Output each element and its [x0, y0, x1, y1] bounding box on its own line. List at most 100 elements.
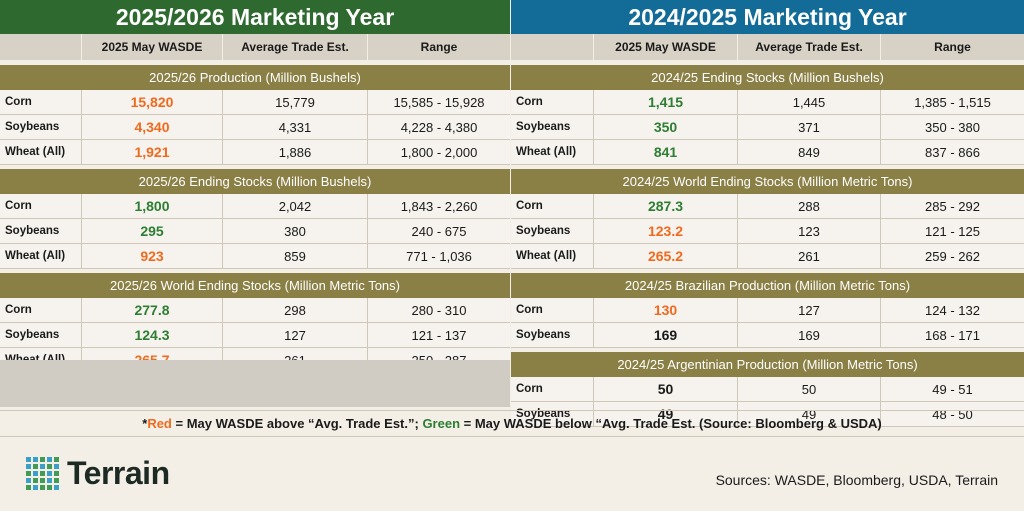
column-header-crop	[511, 34, 594, 60]
range-value: 240 - 675	[411, 223, 467, 239]
avg-trade-est-value: 371	[738, 115, 881, 139]
crop-label: Soybeans	[511, 323, 594, 347]
crop-label: Wheat (All)	[0, 140, 82, 164]
logo-dot	[47, 457, 52, 462]
wasde-value: 50	[594, 377, 738, 401]
avg-trade-est-value: 849	[738, 140, 881, 164]
avg-trade-est-value: 123	[738, 219, 881, 243]
sections-container: 2024/25 Ending Stocks (Million Bushels) C…	[511, 65, 1024, 427]
logo-dot	[40, 485, 45, 490]
logo-dot	[54, 485, 59, 490]
sections-container: 2025/26 Production (Million Bushels) Corn…	[0, 65, 510, 373]
avg-trade-est-value: 127	[738, 298, 881, 322]
table-row: Wheat (All) 923 859 771 - 1,036	[0, 244, 510, 269]
wasde-value: 123.2	[594, 219, 738, 243]
wasde-value: 15,820	[82, 90, 223, 114]
logo-dot	[40, 464, 45, 469]
table-row: Corn 130 127 124 - 132	[511, 298, 1024, 323]
avg-trade-est-value: 288	[738, 194, 881, 218]
range-value: 49 - 51	[932, 381, 973, 397]
range-value: 837 - 866	[925, 144, 980, 160]
table-row: Soybeans 295 380 240 - 675	[0, 219, 510, 244]
wasde-value: 124.3	[82, 323, 223, 347]
avg-trade-est-value: 1,886	[223, 140, 368, 164]
table-row: Corn 50 50 49 - 51	[511, 377, 1024, 402]
logo-dot	[26, 485, 31, 490]
crop-label: Wheat (All)	[511, 140, 594, 164]
range-value: 15,585 - 15,928	[393, 94, 485, 110]
column-header-range: Range	[420, 40, 458, 54]
marketing-year-2025-2026-panel: 2025/2026 Marketing Year 2025 May WASDE …	[0, 0, 510, 373]
wasde-value: 350	[594, 115, 738, 139]
logo-dot	[33, 478, 38, 483]
footnote-red-word: Red	[147, 416, 172, 431]
range-value: 168 - 171	[925, 327, 980, 343]
logo-dot	[54, 471, 59, 476]
wasde-value: 287.3	[594, 194, 738, 218]
wasde-value: 4,340	[82, 115, 223, 139]
column-header-range: Range	[934, 40, 971, 54]
avg-trade-est-value: 380	[223, 219, 368, 243]
avg-trade-est-value: 15,779	[223, 90, 368, 114]
table-row: Wheat (All) 265.2 261 259 - 262	[511, 244, 1024, 269]
column-header-wasde: 2025 May WASDE	[594, 34, 738, 60]
footnote-prefix: *	[142, 416, 148, 431]
range-value: 121 - 137	[411, 327, 467, 343]
crop-label: Soybeans	[511, 402, 594, 426]
section-header: 2025/26 Production (Million Bushels)	[0, 65, 510, 90]
section-header: 2024/25 Brazilian Production (Million Me…	[511, 273, 1024, 298]
table-row: Corn 1,415 1,445 1,385 - 1,515	[511, 90, 1024, 115]
panel-title: 2025/2026 Marketing Year	[0, 0, 510, 34]
empty-filler-block	[0, 360, 510, 407]
range-value: 124 - 132	[925, 302, 980, 318]
wasde-value: 130	[594, 298, 738, 322]
footnote-green-word: Green	[422, 416, 461, 431]
logo-dot	[26, 471, 31, 476]
wasde-value: 295	[82, 219, 223, 243]
column-header-row: 2025 May WASDE Average Trade Est. Range	[0, 34, 510, 60]
terrain-logo: Terrain	[26, 455, 170, 492]
table-row: Soybeans 124.3 127 121 - 137	[0, 323, 510, 348]
column-header-crop	[0, 34, 82, 60]
range-value: 1,843 - 2,260	[400, 198, 478, 214]
table-row: Soybeans 4,340 4,331 4,228 - 4,380	[0, 115, 510, 140]
column-header-wasde: 2025 May WASDE	[82, 34, 223, 60]
wasde-value: 923	[82, 244, 223, 268]
section-header: 2025/26 Ending Stocks (Million Bushels)	[0, 169, 510, 194]
crop-label: Corn	[511, 298, 594, 322]
logo-dot	[40, 478, 45, 483]
sources-note: Sources: WASDE, Bloomberg, USDA, Terrain	[715, 472, 998, 488]
footnote-green-text: = May WASDE below “Avg. Trade Est. (Sour…	[460, 416, 882, 431]
logo-dot	[54, 464, 59, 469]
table-row: Corn 1,800 2,042 1,843 - 2,260	[0, 194, 510, 219]
logo-dot	[33, 471, 38, 476]
avg-trade-est-value: 169	[738, 323, 881, 347]
logo-dot	[26, 464, 31, 469]
avg-trade-est-value: 2,042	[223, 194, 368, 218]
logo-dot	[47, 478, 52, 483]
table-row: Corn 15,820 15,779 15,585 - 15,928	[0, 90, 510, 115]
logo-dot	[40, 457, 45, 462]
color-legend-footnote: * Red = May WASDE above “Avg. Trade Est.…	[0, 410, 1024, 437]
crop-label: Soybeans	[0, 115, 82, 139]
section-header: 2024/25 World Ending Stocks (Million Met…	[511, 169, 1024, 194]
avg-trade-est-value: 127	[223, 323, 368, 347]
range-value: 280 - 310	[411, 302, 467, 318]
crop-label: Corn	[0, 90, 82, 114]
logo-dot	[47, 464, 52, 469]
avg-trade-est-value: 1,445	[738, 90, 881, 114]
avg-trade-est-value: 859	[223, 244, 368, 268]
logo-dot	[40, 471, 45, 476]
crop-label: Soybeans	[0, 323, 82, 347]
range-value: 350 - 380	[925, 119, 980, 135]
table-row: Soybeans 169 169 168 - 171	[511, 323, 1024, 348]
range-value: 121 - 125	[925, 223, 980, 239]
section-header: 2024/25 Ending Stocks (Million Bushels)	[511, 65, 1024, 90]
wasde-value: 1,921	[82, 140, 223, 164]
wasde-value: 1,800	[82, 194, 223, 218]
table-row: Corn 287.3 288 285 - 292	[511, 194, 1024, 219]
column-header-avg: Average Trade Est.	[738, 34, 881, 60]
crop-label: Wheat (All)	[0, 244, 82, 268]
logo-dot	[26, 478, 31, 483]
wasde-value: 265.2	[594, 244, 738, 268]
